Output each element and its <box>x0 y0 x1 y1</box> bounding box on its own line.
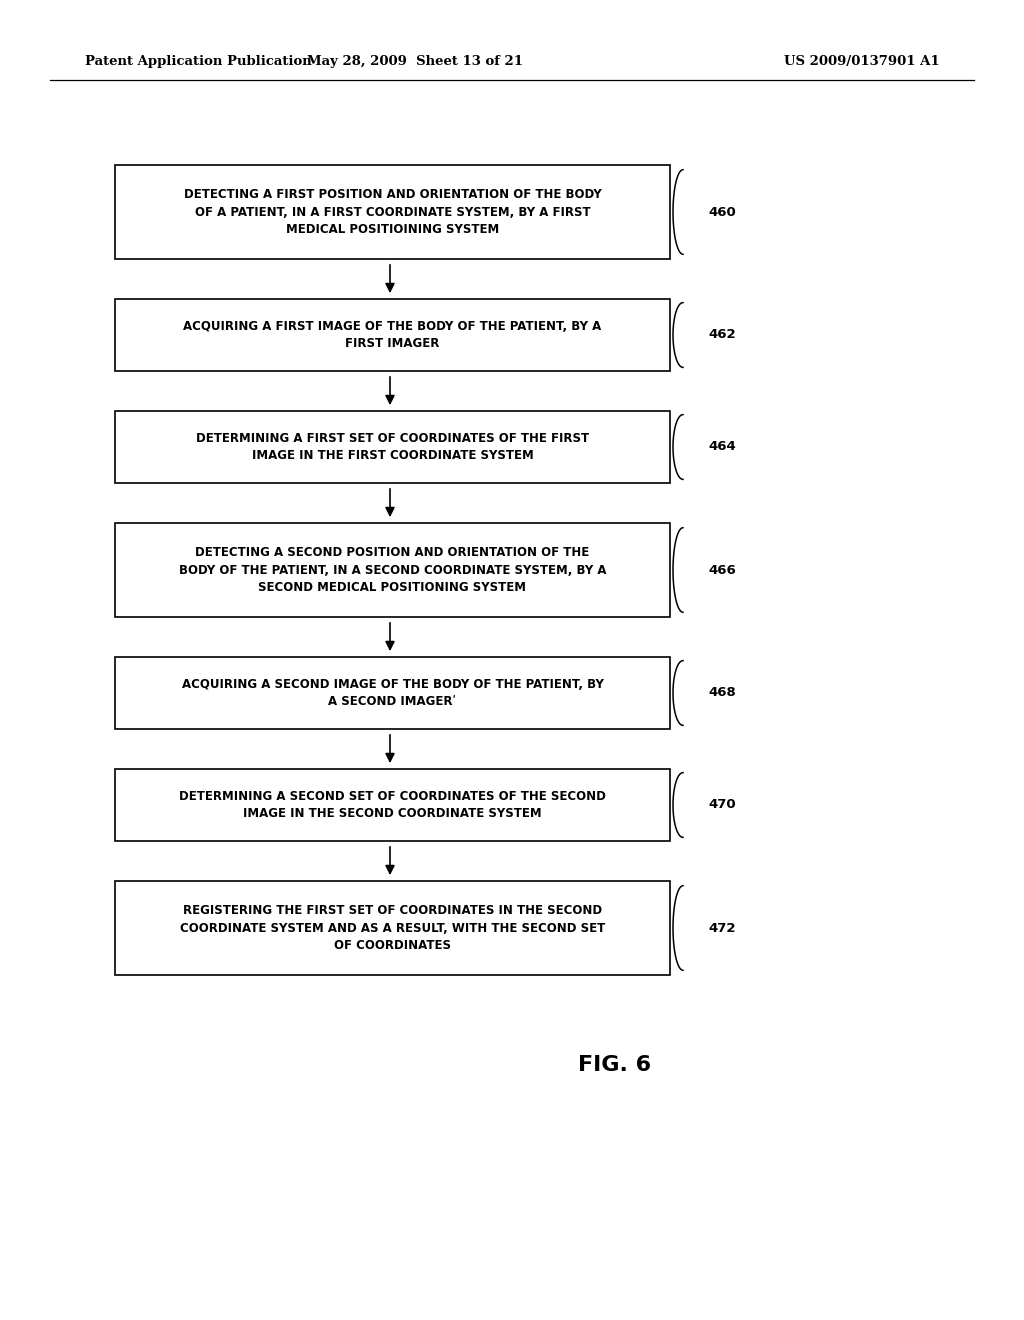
Text: 462: 462 <box>708 329 735 342</box>
Text: 460: 460 <box>708 206 736 219</box>
Text: REGISTERING THE FIRST SET OF COORDINATES IN THE SECOND
COORDINATE SYSTEM AND AS : REGISTERING THE FIRST SET OF COORDINATES… <box>180 904 605 952</box>
Text: DETERMINING A SECOND SET OF COORDINATES OF THE SECOND
IMAGE IN THE SECOND COORDI: DETERMINING A SECOND SET OF COORDINATES … <box>179 789 606 820</box>
Text: 470: 470 <box>708 799 735 812</box>
Bar <box>115 770 670 841</box>
Bar <box>115 523 670 616</box>
Text: 468: 468 <box>708 686 736 700</box>
Text: ACQUIRING A SECOND IMAGE OF THE BODY OF THE PATIENT, BY
A SECOND IMAGERʹ: ACQUIRING A SECOND IMAGE OF THE BODY OF … <box>181 677 603 709</box>
Text: 472: 472 <box>708 921 735 935</box>
Text: 466: 466 <box>708 564 736 577</box>
Text: US 2009/0137901 A1: US 2009/0137901 A1 <box>784 55 940 69</box>
Bar <box>115 657 670 729</box>
Text: DETECTING A FIRST POSITION AND ORIENTATION OF THE BODY
OF A PATIENT, IN A FIRST : DETECTING A FIRST POSITION AND ORIENTATI… <box>183 187 601 236</box>
Text: FIG. 6: FIG. 6 <box>579 1055 651 1074</box>
Bar <box>115 880 670 975</box>
Bar <box>115 300 670 371</box>
Text: May 28, 2009  Sheet 13 of 21: May 28, 2009 Sheet 13 of 21 <box>307 55 523 69</box>
Bar <box>115 165 670 259</box>
Text: Patent Application Publication: Patent Application Publication <box>85 55 311 69</box>
Text: ACQUIRING A FIRST IMAGE OF THE BODY OF THE PATIENT, BY A
FIRST IMAGER: ACQUIRING A FIRST IMAGE OF THE BODY OF T… <box>183 319 602 350</box>
Text: 464: 464 <box>708 441 736 454</box>
Text: DETECTING A SECOND POSITION AND ORIENTATION OF THE
BODY OF THE PATIENT, IN A SEC: DETECTING A SECOND POSITION AND ORIENTAT… <box>179 546 606 594</box>
Bar <box>115 411 670 483</box>
Text: DETERMINING A FIRST SET OF COORDINATES OF THE FIRST
IMAGE IN THE FIRST COORDINAT: DETERMINING A FIRST SET OF COORDINATES O… <box>196 432 589 462</box>
